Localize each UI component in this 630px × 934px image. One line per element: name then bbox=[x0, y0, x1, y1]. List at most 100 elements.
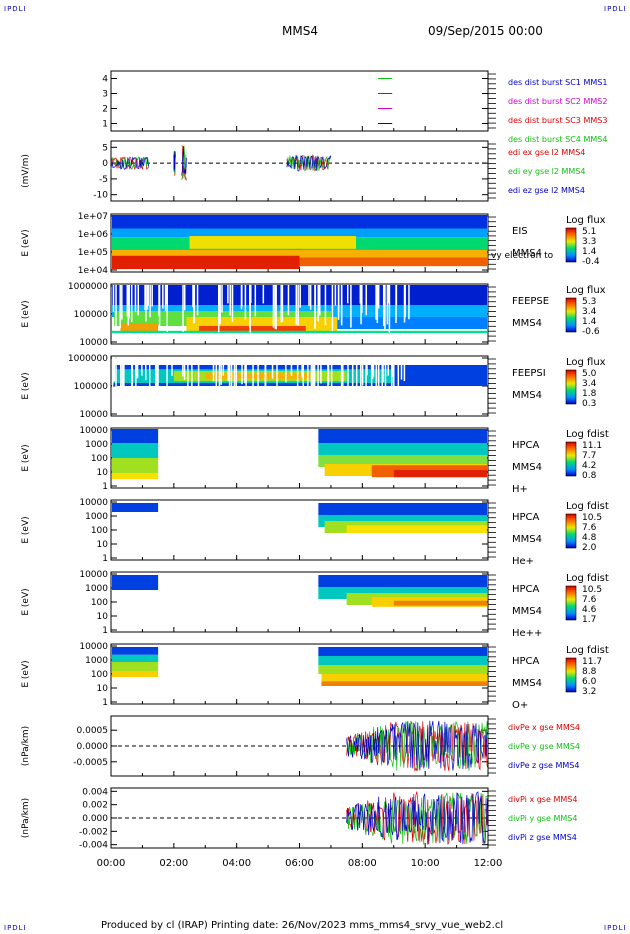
heatmap-band bbox=[321, 681, 487, 686]
panel-div-pi: 0.004 0.002 0.000 -0.002 -0.004 (nPa/km) divPi… bbox=[21, 787, 577, 850]
series-line bbox=[173, 151, 176, 172]
overlay-text: vy electron to bbox=[491, 251, 554, 261]
data-gap bbox=[337, 285, 340, 320]
panel-frame bbox=[110, 140, 489, 202]
data-gap bbox=[371, 357, 374, 379]
data-gap bbox=[395, 285, 397, 324]
heatmap-body bbox=[112, 647, 487, 686]
data-gap bbox=[383, 285, 385, 325]
legend-entry: edi ez gse l2 MMS4 bbox=[508, 186, 585, 195]
data-gap bbox=[221, 285, 223, 313]
panel-burst: 1 2 3 4 des dist burst SC1 MMS1 des dist burs… bbox=[102, 70, 607, 144]
colorbar bbox=[565, 297, 577, 333]
colorbar-tick-label: 0.3 bbox=[582, 399, 596, 409]
data-gap bbox=[227, 357, 229, 381]
panel-right-label: He++ bbox=[512, 628, 542, 639]
corner-label-bottom-right: IPDLI bbox=[604, 924, 627, 932]
data-gap bbox=[307, 357, 309, 401]
colorbar-tick-label: 6.0 bbox=[582, 677, 597, 687]
legend-entry: divPi x gse MMS4 bbox=[508, 795, 577, 804]
y-tick-label: 1000000 bbox=[68, 354, 108, 364]
data-gap bbox=[276, 357, 278, 394]
x-tick-label: 06:00 bbox=[285, 858, 314, 869]
data-gap bbox=[296, 357, 299, 395]
x-tick-label: 08:00 bbox=[348, 858, 377, 869]
heatmap-band bbox=[299, 257, 487, 267]
y-tick-label: 0.004 bbox=[82, 787, 108, 797]
data-gap bbox=[314, 285, 316, 329]
data-gap bbox=[382, 357, 384, 383]
y-axis-label: E (eV) bbox=[21, 516, 31, 543]
data-gap bbox=[355, 357, 358, 404]
y-tick-label: 0.0005 bbox=[77, 726, 109, 736]
data-gap bbox=[192, 285, 194, 308]
panel-frame bbox=[110, 70, 489, 132]
panel-right-label: H+ bbox=[512, 484, 528, 495]
y-tick-label: 5 bbox=[102, 143, 108, 153]
panel-right-label: MMS4 bbox=[512, 606, 542, 617]
colorbar bbox=[565, 513, 577, 549]
data-gap bbox=[408, 285, 410, 320]
panel-electric-field: 5 0 -5 -10 (mV/m) edi ex gse l2 MMS4 edi ey gs… bbox=[21, 140, 586, 202]
data-gap bbox=[404, 285, 406, 318]
colorbar-tick-label: 11.7 bbox=[582, 657, 602, 667]
heatmap-body bbox=[112, 503, 487, 533]
heatmap-band bbox=[318, 665, 487, 674]
data-gap bbox=[127, 285, 130, 326]
colorbar-tick-label: 0.8 bbox=[582, 471, 597, 481]
corner-label-bottom-left: IPDLI bbox=[4, 924, 27, 932]
y-tick-label: 1 bbox=[102, 482, 108, 492]
corner-label-top-left: IPDLI bbox=[4, 5, 27, 13]
heatmap-band bbox=[189, 236, 357, 249]
data-gap bbox=[148, 357, 151, 403]
y-tick-label: 1000000 bbox=[68, 282, 108, 292]
heatmap-band bbox=[318, 443, 487, 455]
x-tick-label: 12:00 bbox=[474, 858, 503, 869]
heatmap-band bbox=[318, 503, 487, 515]
heatmap-band bbox=[393, 600, 487, 606]
panel-hpca-he-plusplus: 10000 1000 100 10 1 E (eV) Log fdist10.57.64.6… bbox=[21, 570, 609, 639]
colorbar-tick-label: 3.2 bbox=[582, 687, 596, 697]
panel-right-label: MMS4 bbox=[512, 390, 542, 401]
data-gap bbox=[166, 285, 168, 333]
data-gap bbox=[331, 285, 334, 332]
data-gap bbox=[252, 357, 254, 391]
panel-right-label: FEEPSI bbox=[512, 368, 546, 379]
data-gap bbox=[365, 357, 367, 392]
colorbar bbox=[565, 585, 577, 621]
heatmap-band bbox=[112, 647, 159, 655]
data-gap bbox=[145, 285, 147, 322]
panel-eis: 1e+07 1e+06 1e+05 1e+04 E (eV) Log flux5.13.3… bbox=[21, 212, 606, 276]
colorbar-title: Log fdist bbox=[566, 429, 609, 440]
data-gap bbox=[228, 357, 231, 394]
data-gap bbox=[166, 357, 168, 391]
data-gap bbox=[146, 285, 149, 310]
y-axis-label: E (eV) bbox=[21, 372, 31, 399]
data-gap bbox=[275, 285, 277, 330]
data-gap bbox=[183, 357, 186, 380]
data-gap bbox=[271, 357, 274, 379]
data-gap bbox=[233, 357, 236, 401]
colorbar-tick-label: 3.3 bbox=[582, 237, 596, 247]
data-gap bbox=[381, 357, 384, 387]
panel-right-label: MMS4 bbox=[512, 248, 542, 259]
data-gap bbox=[230, 357, 233, 399]
series-line bbox=[181, 145, 187, 181]
data-gap bbox=[388, 285, 391, 333]
colorbar-tick-label: 10.5 bbox=[582, 513, 602, 523]
data-gap bbox=[215, 357, 218, 391]
heatmap-band bbox=[112, 473, 159, 479]
panel-right-label: HPCA bbox=[512, 512, 540, 523]
data-gap bbox=[141, 357, 143, 376]
data-gap bbox=[134, 285, 137, 313]
heatmap-band bbox=[112, 228, 487, 238]
panel-right-label: MMS4 bbox=[512, 534, 542, 545]
colorbar-title: Log flux bbox=[566, 357, 606, 368]
colorbar bbox=[565, 227, 577, 263]
data-gap bbox=[121, 285, 123, 320]
colorbar-tick-label: -0.6 bbox=[582, 327, 600, 337]
data-gap bbox=[241, 357, 243, 385]
data-gap bbox=[400, 357, 403, 380]
colorbar-title: Log fdist bbox=[566, 645, 609, 656]
legend-entry: des dist burst SC3 MMS3 bbox=[508, 116, 607, 125]
